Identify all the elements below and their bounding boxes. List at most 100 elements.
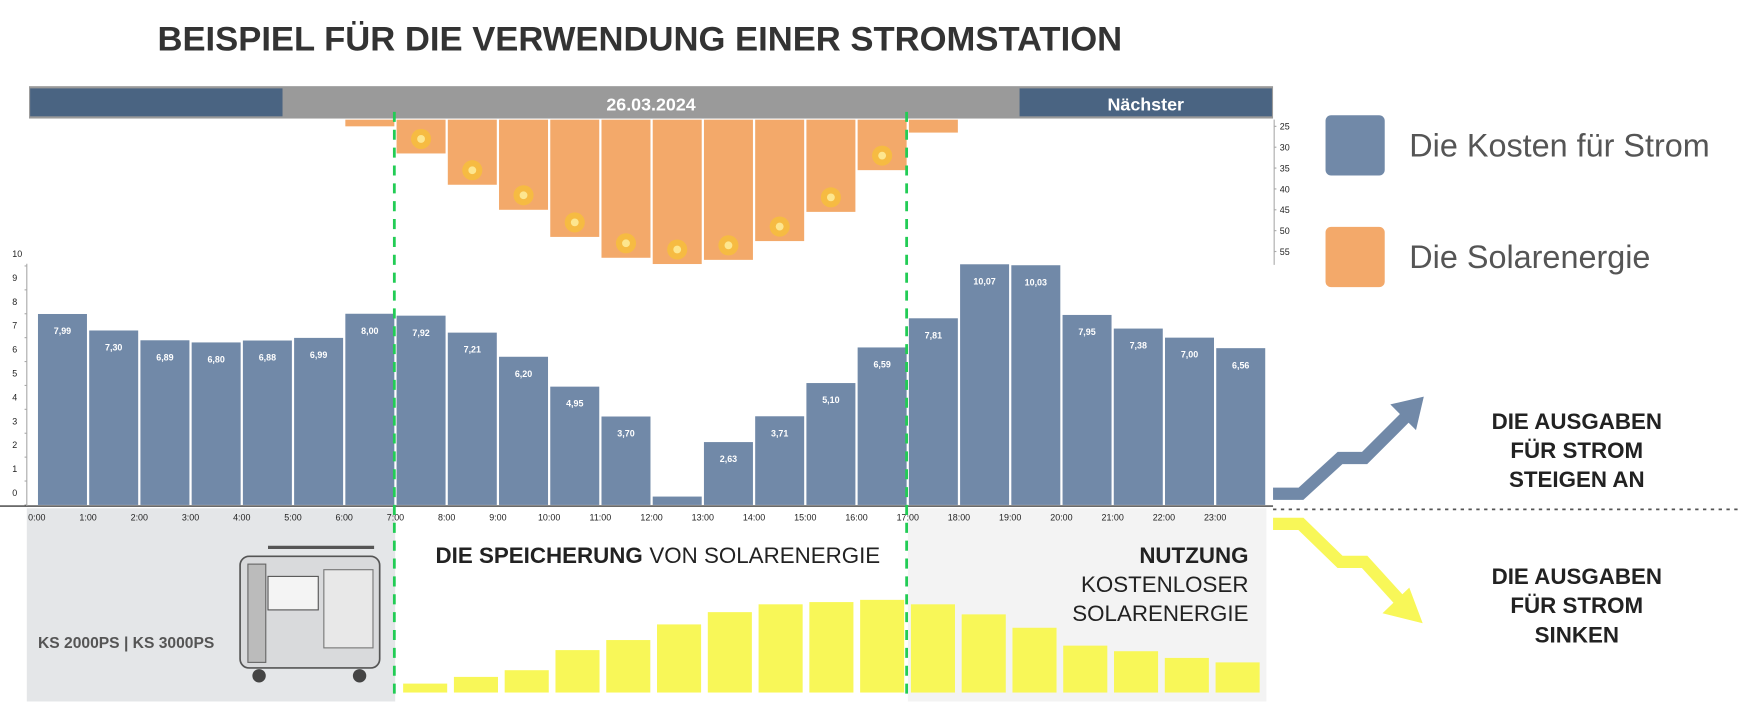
- x-tick-label: 23:00: [1204, 513, 1226, 523]
- cost-bar: [37, 313, 87, 505]
- cost-bar: [89, 330, 139, 505]
- value-label: 7,21: [464, 345, 481, 355]
- y-tick-label: 6: [12, 345, 17, 355]
- y-tick-label: 2: [12, 440, 17, 450]
- cost-bar: [499, 356, 549, 505]
- sun-core: [468, 166, 477, 175]
- legend-label: Die Kosten für Strom: [1409, 128, 1709, 164]
- y-tick-label: 0: [12, 488, 17, 498]
- cost-bar: [1011, 265, 1061, 505]
- value-label: 7,00: [1181, 350, 1198, 360]
- next-button[interactable]: [1019, 88, 1272, 117]
- x-tick-label: 19:00: [999, 513, 1021, 523]
- title: BEISPIEL FÜR DIE VERWENDUNG EINER STROMS…: [157, 19, 1122, 58]
- fall-text: FÜR STROM: [1510, 593, 1643, 618]
- value-label: 6,99: [310, 350, 327, 360]
- sun-core: [622, 239, 630, 248]
- cost-bar: [396, 315, 446, 505]
- x-tick-label: 17:00: [897, 513, 919, 523]
- cost-bar: [601, 416, 651, 505]
- value-label: 7,99: [54, 326, 71, 336]
- sun-core: [724, 241, 733, 250]
- cost-bar: [242, 340, 292, 505]
- y-tick-label: 3: [12, 416, 17, 426]
- x-tick-label: 21:00: [1101, 513, 1123, 523]
- x-tick-label: 0:00: [28, 513, 45, 523]
- sun-core: [417, 135, 425, 143]
- sun-core: [673, 245, 682, 254]
- solar-bar: [908, 119, 958, 133]
- product-image: [239, 545, 381, 683]
- storage-bar: [1012, 627, 1057, 693]
- usage-line: KOSTENLOSER: [1081, 572, 1249, 597]
- value-label: 3,71: [771, 428, 788, 438]
- x-tick-label: 13:00: [692, 513, 714, 523]
- storage-bar: [910, 604, 955, 693]
- value-label: 6,80: [207, 355, 224, 365]
- fall-arrow: [1273, 517, 1403, 603]
- x-tick-label: 6:00: [336, 513, 353, 523]
- y-tick-label: 5: [12, 369, 17, 379]
- rise-text: STEIGEN AN: [1509, 467, 1645, 492]
- sun-core: [775, 222, 784, 231]
- x-tick-label: 11:00: [590, 513, 612, 523]
- cost-bar: [447, 332, 497, 505]
- value-label: 7,92: [412, 328, 429, 338]
- storage-heading: DIE SPEICHERUNG VON SOLARENERGIE: [436, 543, 881, 568]
- storage-bar: [504, 670, 549, 693]
- storage-bar: [707, 612, 752, 693]
- y2-tick-label: 50: [1280, 226, 1290, 236]
- value-label: 10,07: [973, 276, 995, 286]
- usage-line: SOLARENERGIE: [1072, 601, 1248, 626]
- cost-bar: [191, 342, 241, 505]
- value-label: 7,81: [925, 330, 942, 340]
- value-label: 6,88: [259, 353, 276, 363]
- storage-bar: [606, 640, 651, 693]
- value-label: 7,95: [1078, 327, 1095, 337]
- x-tick-label: 16:00: [845, 513, 867, 523]
- storage-bar: [758, 604, 803, 693]
- solar-bar: [345, 119, 395, 127]
- cost-bar: [345, 313, 395, 505]
- value-label: 7,38: [1130, 341, 1147, 351]
- value-label: 7,30: [105, 343, 122, 353]
- y-tick-label: 8: [12, 297, 17, 307]
- storage-bar: [1063, 645, 1108, 693]
- y2-tick-label: 25: [1280, 122, 1290, 132]
- x-tick-label: 1:00: [79, 513, 96, 523]
- cost-bar: [294, 337, 344, 505]
- value-label: 10,03: [1025, 277, 1047, 287]
- cost-bar: [755, 416, 805, 505]
- rise-arrow: [1273, 413, 1410, 500]
- x-tick-label: 2:00: [131, 513, 148, 523]
- storage-rest: VON SOLARENERGIE: [649, 543, 880, 568]
- storage-bar: [1215, 662, 1260, 693]
- value-label: 6,20: [515, 369, 532, 379]
- next-label[interactable]: Nächster: [1108, 95, 1184, 115]
- date: 26.03.2024: [606, 95, 695, 115]
- cost-bar: [908, 318, 958, 505]
- y2-tick-label: 40: [1280, 184, 1290, 194]
- x-tick-label: 7:00: [387, 513, 404, 523]
- cost-bar: [1165, 337, 1215, 505]
- x-tick-label: 20:00: [1050, 513, 1072, 523]
- value-label: 2,63: [720, 454, 737, 464]
- y-tick-label: 9: [12, 273, 17, 283]
- x-tick-label: 18:00: [948, 513, 970, 523]
- storage-bar: [555, 650, 600, 693]
- x-tick-label: 22:00: [1153, 513, 1175, 523]
- cost-bar: [1062, 314, 1112, 505]
- y2-tick-label: 35: [1280, 163, 1290, 173]
- storage-bar: [657, 624, 702, 693]
- prev-button[interactable]: [30, 88, 283, 117]
- legend-label: Die Solarenergie: [1409, 239, 1650, 275]
- x-tick-label: 3:00: [182, 513, 199, 523]
- storage-bar: [453, 676, 498, 693]
- y2-tick-label: 30: [1280, 143, 1290, 153]
- legend-swatch: [1325, 226, 1385, 288]
- sun-core: [570, 218, 579, 227]
- cost-bar: [857, 347, 907, 505]
- rise-text: DIE AUSGABEN: [1492, 409, 1662, 434]
- value-label: 4,95: [566, 399, 583, 409]
- sun-core: [878, 151, 887, 160]
